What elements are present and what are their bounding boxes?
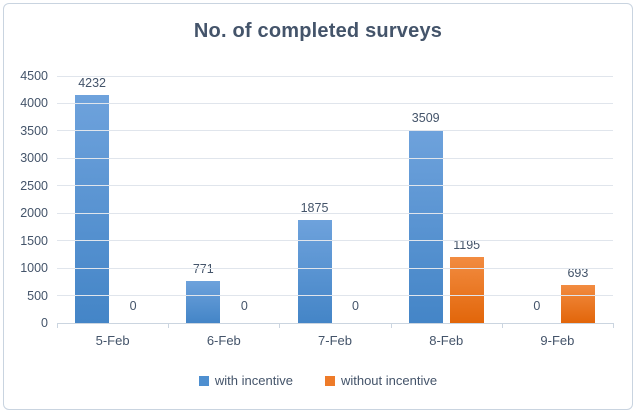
- legend-item-with-incentive: with incentive: [198, 373, 293, 388]
- x-category-label: 5-Feb: [95, 333, 130, 348]
- y-tick-label: 4500: [20, 69, 48, 83]
- gridline: [57, 267, 613, 269]
- legend-swatch: [198, 375, 209, 386]
- y-tick-label: 0: [41, 316, 48, 330]
- bar-with-incentive: [297, 220, 332, 323]
- plot-area: 4232 0 771 0 1875 0 3509 1195 0 693: [57, 75, 614, 328]
- x-axis-tick: [390, 323, 392, 328]
- bar-slot-without-incentive: 1195: [449, 76, 484, 323]
- bar-group: 771 0: [168, 76, 279, 323]
- x-axis-tick: [57, 323, 58, 328]
- gridline: [57, 240, 613, 242]
- x-category-label: 9-Feb: [540, 333, 575, 348]
- y-tick-label: 3000: [20, 151, 48, 166]
- x-category-label: 7-Feb: [318, 333, 352, 348]
- legend-item-without-incentive: without incentive: [324, 373, 438, 388]
- data-label: 1195: [453, 238, 481, 253]
- chart-title: No. of completed surveys: [193, 20, 443, 42]
- legend: with incentive without incentive: [0, 373, 636, 388]
- y-tick-label: 500: [27, 288, 48, 303]
- bar-slot-without-incentive: 0: [116, 76, 150, 323]
- bar-slot-without-incentive: 0: [339, 76, 373, 323]
- data-label: 0: [533, 299, 541, 313]
- bar-slot-with-incentive: 4232: [75, 76, 110, 323]
- bar-groups: 4232 0 771 0 1875 0 3509 1195 0 693: [57, 76, 613, 323]
- gridline: [57, 130, 613, 132]
- legend-label: without incentive: [340, 373, 438, 388]
- x-axis-tick: [613, 323, 614, 328]
- legend-label: with incentive: [214, 373, 293, 388]
- bar-group: 0 693: [502, 76, 613, 323]
- y-tick-label: 2500: [20, 178, 48, 193]
- data-label: 1875: [300, 201, 329, 216]
- x-axis-tick: [501, 323, 503, 328]
- x-axis-labels: 5-Feb 6-Feb 7-Feb 8-Feb 9-Feb: [57, 333, 613, 348]
- y-tick-label: 1000: [20, 261, 48, 276]
- data-label: 693: [567, 265, 589, 280]
- x-category-label: 6-Feb: [206, 333, 241, 348]
- bar-slot-with-incentive: 3509: [408, 76, 443, 323]
- x-axis-line: [57, 322, 613, 324]
- data-label: 4232: [78, 76, 106, 90]
- gridline: [57, 185, 613, 187]
- data-label: 0: [240, 299, 248, 313]
- bar-group: 4232 0: [57, 76, 168, 323]
- bar-without-incentive: [560, 284, 595, 323]
- data-label: 771: [192, 261, 214, 276]
- data-label: 0: [129, 299, 137, 313]
- y-tick-label: 2000: [20, 206, 48, 221]
- x-axis-tick: [279, 323, 281, 328]
- gridline: [57, 102, 613, 104]
- gridline: [57, 157, 613, 159]
- legend-swatch: [324, 375, 335, 386]
- y-tick-label: 3500: [20, 123, 48, 138]
- bar-slot-without-incentive: 0: [227, 76, 261, 323]
- bar-with-incentive: [186, 280, 221, 323]
- bar-slot-with-incentive: 771: [186, 76, 221, 323]
- bar-group: 1875 0: [279, 76, 390, 323]
- y-tick-label: 1500: [20, 233, 48, 248]
- bar-group: 3509 1195: [391, 76, 502, 323]
- bar-slot-with-incentive: 1875: [297, 76, 332, 323]
- bar-with-incentive: [408, 130, 443, 323]
- x-axis-tick: [168, 323, 170, 328]
- gridline: [57, 212, 613, 214]
- bar-slot-with-incentive: 0: [520, 76, 554, 323]
- data-label: 3509: [411, 111, 440, 126]
- gridline: [57, 75, 613, 77]
- gridline: [57, 295, 613, 297]
- data-label: 0: [352, 299, 359, 313]
- y-tick-label: 4000: [20, 96, 48, 111]
- bar-with-incentive: [75, 95, 110, 323]
- bar-slot-without-incentive: 693: [560, 76, 595, 323]
- x-category-label: 8-Feb: [429, 333, 464, 348]
